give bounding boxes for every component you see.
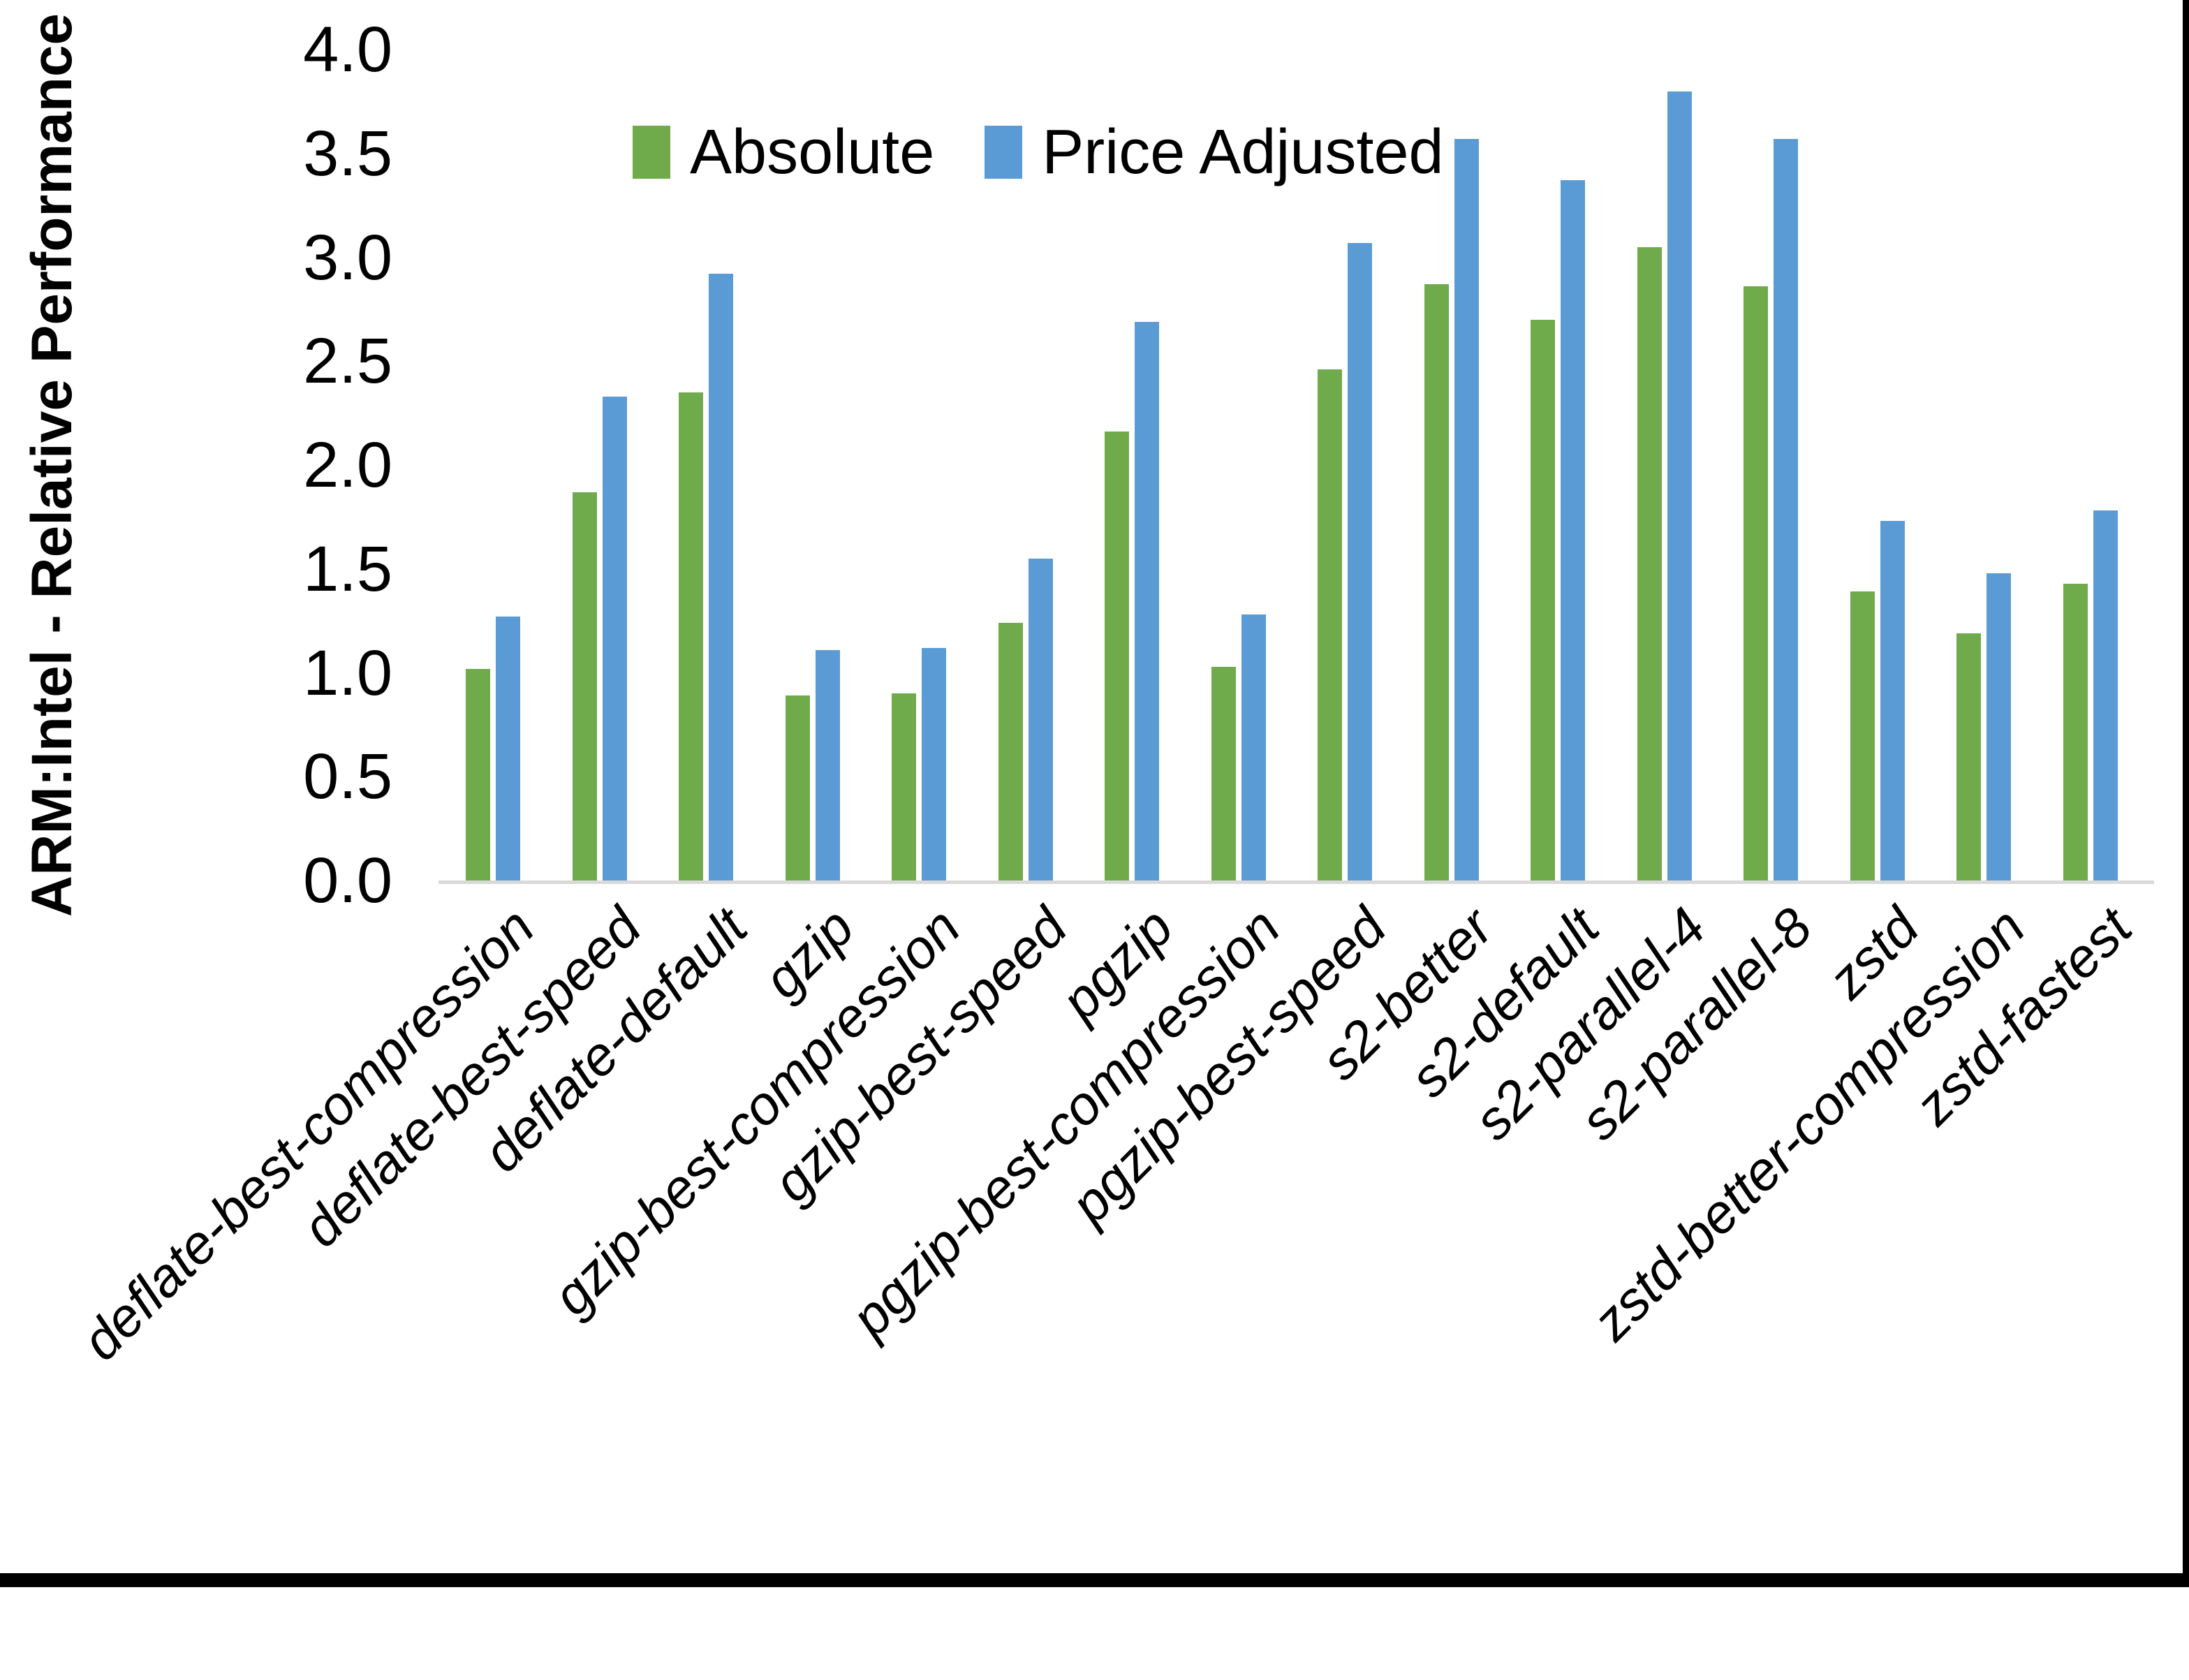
x-tick-label: gzip-best-compression <box>540 896 972 1327</box>
y-tick-label: 1.0 <box>303 637 392 709</box>
bar-group <box>1399 50 1505 880</box>
x-tick-label: s2-better <box>1309 896 1505 1092</box>
right-border <box>2183 0 2189 1587</box>
x-tick-label: gzip <box>751 896 866 1010</box>
y-tick-label: 2.0 <box>303 429 392 501</box>
x-tick-label: zstd-fastest <box>1903 896 2144 1137</box>
bar-price-adjusted <box>1561 180 1586 880</box>
bar-group <box>1292 50 1399 880</box>
bottom-border <box>0 1573 2189 1587</box>
x-tick-label: deflate-best-speed <box>290 896 653 1259</box>
bar-price-adjusted <box>1987 573 2012 880</box>
bar-price-adjusted <box>602 396 627 880</box>
x-tick-label: s2-parallel-4 <box>1461 896 1718 1152</box>
bar-group <box>1931 50 2037 880</box>
y-tick-label: 4.0 <box>303 14 392 85</box>
x-tick-label: s2-parallel-8 <box>1568 896 1824 1152</box>
bar-group <box>866 50 973 880</box>
bar-group <box>1505 50 1612 880</box>
y-tick-label: 1.5 <box>303 533 392 605</box>
bar-group <box>1186 50 1292 880</box>
bar-price-adjusted <box>1774 138 1799 880</box>
bar-absolute <box>679 392 704 880</box>
bar-absolute <box>1424 284 1449 880</box>
bar-price-adjusted <box>1241 614 1266 880</box>
bar-price-adjusted <box>1028 558 1053 880</box>
bar-group <box>1825 50 1931 880</box>
bar-price-adjusted <box>815 649 840 880</box>
plot-area <box>440 50 2144 880</box>
bar-absolute <box>1318 369 1343 880</box>
bar-price-adjusted <box>1880 521 1905 880</box>
y-tick-label: 0.5 <box>303 741 392 813</box>
bar-price-adjusted <box>2093 510 2118 880</box>
bar-price-adjusted <box>1348 242 1373 880</box>
bar-absolute <box>1744 286 1769 880</box>
y-tick-label: 3.0 <box>303 221 392 293</box>
x-tick-label: pgzip <box>1049 896 1185 1032</box>
bar-price-adjusted <box>922 647 947 880</box>
bar-group <box>1079 50 1186 880</box>
legend-swatch-absolute <box>633 126 670 179</box>
bar-price-adjusted <box>1135 321 1160 880</box>
bar-absolute <box>1105 432 1130 880</box>
bar-absolute <box>1850 591 1875 880</box>
bar-group <box>760 50 867 880</box>
bar-price-adjusted <box>1667 91 1692 880</box>
bar-price-adjusted <box>1454 138 1479 880</box>
bar-price-adjusted <box>496 617 521 880</box>
bar-group <box>1612 50 1718 880</box>
bar-absolute <box>1956 633 1982 880</box>
bar-price-adjusted <box>709 274 734 880</box>
legend: Absolute Price Adjusted <box>633 117 1444 187</box>
x-tick-label: zstd-better-compression <box>1580 896 2037 1353</box>
x-tick-label: pgzip-best-speed <box>1059 896 1398 1235</box>
bar-group <box>973 50 1079 880</box>
bar-absolute <box>466 668 491 880</box>
bar-group <box>653 50 760 880</box>
legend-swatch-price-adjusted <box>985 126 1023 179</box>
x-tick-label: deflate-best-compression <box>70 896 546 1372</box>
bar-absolute <box>2063 583 2088 880</box>
x-tick-label: deflate-default <box>471 896 759 1184</box>
legend-label-absolute: Absolute <box>690 117 935 187</box>
x-tick-label: pgzip-best-compression <box>839 896 1292 1349</box>
bar-absolute <box>1531 319 1556 880</box>
bar-absolute <box>998 623 1023 880</box>
bar-absolute <box>785 695 810 880</box>
x-axis-line <box>438 880 2154 884</box>
y-tick-label: 2.5 <box>303 325 392 397</box>
legend-label-price-adjusted: Price Adjusted <box>1042 117 1444 187</box>
bar-group <box>1718 50 1825 880</box>
bar-group <box>440 50 547 880</box>
bar-absolute <box>1211 666 1236 880</box>
x-tick-label: gzip-best-speed <box>760 896 1079 1214</box>
bar-absolute <box>572 492 597 880</box>
y-tick-label: 3.5 <box>303 117 392 189</box>
y-tick-label: 0.0 <box>303 845 392 916</box>
chart-page: { "chart_data": { "type": "bar", "title"… <box>0 0 2189 1587</box>
bar-group <box>547 50 654 880</box>
bar-absolute <box>892 693 917 880</box>
x-tick-label: s2-default <box>1398 896 1611 1109</box>
x-tick-label: zstd <box>1815 896 1931 1010</box>
bar-absolute <box>1637 246 1662 880</box>
bar-group <box>2037 50 2144 880</box>
